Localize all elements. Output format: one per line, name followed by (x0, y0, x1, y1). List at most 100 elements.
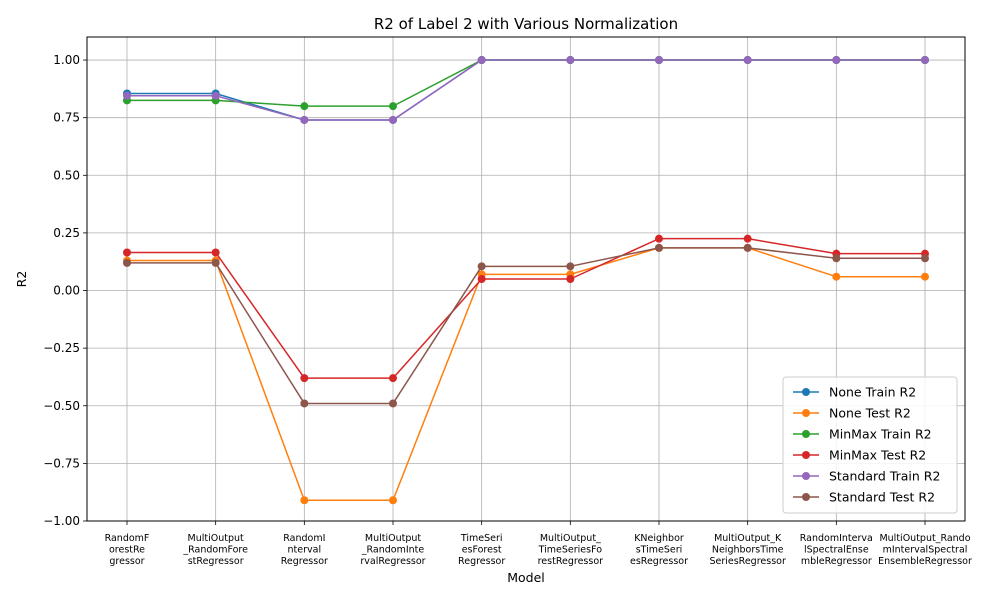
data-point (389, 102, 397, 111)
data-point (566, 56, 575, 65)
legend-marker (802, 472, 810, 480)
x-tick-label: KNeighbor (634, 533, 684, 544)
y-tick-label: 0.50 (53, 168, 80, 182)
series-line (127, 59, 925, 107)
series-line (127, 59, 925, 121)
x-tick-label: mIntervalSpectral (883, 545, 968, 556)
data-point (832, 56, 841, 65)
series-4 (123, 56, 929, 124)
data-point (389, 399, 397, 408)
legend-label: MinMax Train R2 (829, 427, 932, 442)
x-tick-label: MultiOutput_Rando (879, 533, 970, 544)
data-point (566, 275, 575, 283)
data-point (211, 258, 220, 267)
x-tick-label: _RandomInte (361, 545, 425, 556)
chart-title: R2 of Label 2 with Various Normalization (374, 15, 678, 33)
legend-item: Standard Train R2 (793, 469, 940, 484)
legend: None Train R2 None Test R2 MinMax Train R2… (782, 376, 958, 514)
x-tick-label: RandomInterva (800, 533, 873, 544)
x-axis-ticks: RandomForestRegressorMultiOutput_RandomF… (105, 521, 972, 567)
legend-marker (802, 493, 810, 501)
legend-box (782, 376, 958, 514)
x-tick-label: RandomI (283, 533, 325, 544)
x-tick-label: MultiOutput (365, 533, 421, 544)
y-tick-label: −0.25 (43, 341, 80, 355)
data-point (921, 254, 929, 263)
y-tick-label: 0.00 (53, 284, 80, 298)
legend-item: Standard Test R2 (793, 490, 935, 505)
legend-item: None Train R2 (793, 385, 916, 400)
data-point (300, 115, 309, 124)
data-point (477, 56, 486, 65)
x-tick-label: restRegressor (538, 556, 604, 567)
data-point (389, 374, 397, 383)
legend-marker (802, 409, 810, 417)
data-point (743, 234, 752, 243)
series-5 (123, 243, 929, 408)
data-point (477, 262, 486, 271)
data-point (655, 234, 663, 243)
legend-marker (802, 430, 810, 438)
legend-marker (802, 388, 810, 396)
x-axis-label: Model (507, 570, 545, 585)
x-tick-label: esRegressor (630, 556, 688, 567)
data-point (477, 275, 486, 283)
x-tick-label: lSpectralEnse (804, 545, 869, 556)
series-2 (123, 56, 929, 111)
legend-label: None Test R2 (829, 406, 911, 421)
y-tick-label: 1.00 (53, 53, 80, 67)
x-tick-label: gressor (109, 556, 144, 567)
series-line (127, 237, 925, 379)
series-0 (123, 56, 929, 124)
data-point (123, 258, 131, 267)
legend-label: Standard Train R2 (829, 469, 940, 484)
x-tick-label: nterval (288, 545, 322, 556)
x-tick-label: MultiOutput_ (540, 533, 601, 544)
series-lines (123, 56, 929, 505)
series-line (127, 247, 925, 502)
data-point (566, 262, 575, 271)
x-tick-label: TimeSeri (460, 533, 503, 544)
x-tick-label: TimeSeriesFo (538, 545, 603, 556)
data-point (211, 91, 220, 100)
plot-frame (86, 36, 966, 522)
data-point (300, 496, 309, 505)
data-point (832, 254, 841, 263)
x-tick-label: RandomF (105, 533, 150, 544)
y-tick-label: −0.50 (43, 399, 80, 413)
data-point (123, 91, 131, 100)
legend-item: MinMax Test R2 (793, 448, 926, 463)
series-line (127, 247, 925, 405)
data-point (123, 248, 131, 257)
y-axis-ticks: −1.00 −0.75 −0.50 −0.25 0.00 0.25 0.50 0.75 1.00 (43, 53, 87, 528)
legend-item: None Test R2 (793, 406, 911, 421)
data-point (211, 248, 220, 257)
x-tick-label: _RandomFore (182, 545, 248, 556)
x-tick-label: mbleRegressor (801, 556, 872, 567)
x-tick-label: NeighborsTime (712, 545, 784, 556)
series-line (127, 59, 925, 121)
data-point (655, 243, 663, 252)
x-tick-label: Regressor (458, 556, 505, 567)
legend-label: MinMax Test R2 (829, 448, 926, 463)
data-point (655, 56, 663, 65)
y-tick-label: −0.75 (43, 456, 80, 470)
x-tick-label: sTimeSeri (636, 545, 683, 556)
data-point (743, 56, 752, 65)
data-point (921, 56, 929, 65)
legend-item: MinMax Train R2 (793, 427, 932, 442)
data-point (389, 496, 397, 505)
legend-label: None Train R2 (829, 385, 916, 400)
data-point (921, 272, 929, 281)
x-tick-label: MultiOutput (188, 533, 244, 544)
data-point (300, 102, 309, 111)
x-tick-label: esForest (462, 545, 502, 556)
x-tick-label: Regressor (281, 556, 328, 567)
x-tick-label: EnsembleRegressor (878, 556, 972, 567)
x-tick-label: orestRe (109, 545, 145, 556)
legend-label: Standard Test R2 (829, 490, 935, 505)
x-tick-label: MultiOutput_K (714, 533, 782, 544)
y-tick-label: 0.25 (53, 226, 80, 240)
